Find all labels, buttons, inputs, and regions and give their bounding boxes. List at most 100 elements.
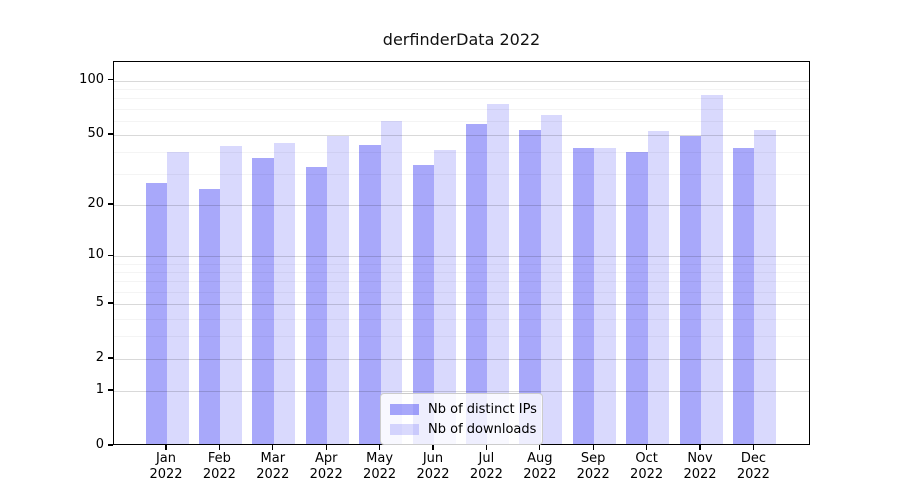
legend-item-distinct-ips: Nb of distinct IPs <box>390 399 537 419</box>
x-tick-month: Jan <box>155 451 177 466</box>
minor-gridline <box>114 263 809 265</box>
bar-distinct-ips-jan <box>145 183 167 444</box>
bar-downloads-jan <box>167 152 189 444</box>
plot-area: Nb of distinct IPs Nb of downloads <box>113 61 810 445</box>
x-tick-year: 2022 <box>523 467 557 482</box>
x-tick-mark <box>378 445 381 450</box>
legend-swatch-downloads <box>390 423 419 435</box>
x-tick-label: Jun 2022 <box>388 451 478 483</box>
minor-gridline <box>114 272 809 274</box>
y-tick-mark <box>108 389 113 391</box>
x-tick-month: May <box>366 451 394 466</box>
bar-distinct-ips-sep <box>572 148 595 444</box>
x-tick-month: Mar <box>260 451 286 466</box>
x-tick-month: Nov <box>687 451 713 466</box>
bar-distinct-ips-nov <box>679 136 701 444</box>
x-tick-month: Jul <box>478 451 495 466</box>
bar-downloads-oct <box>647 131 670 444</box>
bar-downloads-jul <box>487 104 509 444</box>
x-tick-month: Aug <box>527 451 553 466</box>
x-tick-mark <box>539 445 541 450</box>
minor-gridline <box>114 108 809 110</box>
minor-gridline <box>114 120 809 122</box>
minor-gridline <box>114 174 809 176</box>
x-tick-year: 2022 <box>149 467 183 482</box>
y-tick-label: 100 <box>79 71 104 87</box>
x-tick-month: Sep <box>580 451 606 466</box>
bar-downloads-sep <box>594 148 616 444</box>
major-gridline <box>114 256 809 258</box>
x-tick-label: Sep 2022 <box>548 451 638 483</box>
minor-gridline <box>114 152 809 154</box>
y-tick-mark <box>108 203 113 205</box>
bar-downloads-jun <box>434 150 456 444</box>
x-tick-label: Mar 2022 <box>228 451 318 483</box>
x-tick-mark <box>485 445 488 450</box>
x-tick-month: Apr <box>314 451 338 466</box>
y-tick-mark <box>108 133 113 135</box>
minor-gridline <box>114 89 809 90</box>
x-tick-year: 2022 <box>736 467 770 482</box>
x-tick-mark <box>592 445 594 450</box>
x-tick-mark <box>699 445 701 450</box>
x-tick-year: 2022 <box>202 467 236 482</box>
x-tick-year: 2022 <box>469 467 503 482</box>
x-tick-mark <box>645 445 648 450</box>
major-gridline <box>114 134 809 136</box>
x-tick-year: 2022 <box>683 467 717 482</box>
x-tick-year: 2022 <box>576 467 610 482</box>
legend-label: Nb of downloads <box>428 421 537 437</box>
bar-distinct-ips-may <box>359 144 381 444</box>
x-tick-year: 2022 <box>309 467 343 482</box>
bar-downloads-aug <box>540 114 563 444</box>
minor-gridline <box>114 98 809 100</box>
y-tick-mark <box>108 302 113 304</box>
bar-distinct-ips-dec <box>732 148 755 444</box>
x-tick-mark <box>272 445 274 450</box>
y-tick-mark <box>108 79 113 81</box>
bar-downloads-mar <box>273 142 296 444</box>
bar-distinct-ips-apr <box>305 167 328 444</box>
y-tick-mark <box>108 357 113 359</box>
x-tick-month: Dec <box>740 451 766 466</box>
bar-distinct-ips-oct <box>626 152 648 444</box>
bar-downloads-nov <box>701 95 723 444</box>
legend-swatch-distinct-ips <box>390 403 419 415</box>
x-tick-month: Jun <box>422 451 444 466</box>
bar-distinct-ips-jun <box>412 164 434 444</box>
y-tick-label: 1 <box>95 382 104 398</box>
x-tick-label: Aug 2022 <box>495 451 585 483</box>
bar-downloads-may <box>380 121 403 444</box>
chart-title: derfinderData 2022 <box>382 30 541 49</box>
x-tick-label: Dec 2022 <box>708 451 798 483</box>
x-tick-label: Jan 2022 <box>121 451 211 483</box>
y-tick-label: 10 <box>87 247 104 263</box>
bar-distinct-ips-jul <box>465 124 488 444</box>
y-tick-mark <box>108 444 113 446</box>
x-tick-label: May 2022 <box>335 451 425 483</box>
y-tick-label: 2 <box>95 350 104 366</box>
x-tick-month: Feb <box>207 451 231 466</box>
y-tick-label: 5 <box>95 295 104 311</box>
major-gridline <box>114 205 809 207</box>
x-tick-mark <box>165 445 167 450</box>
y-tick-mark <box>108 254 113 256</box>
legend-label: Nb of distinct IPs <box>428 401 537 417</box>
x-tick-mark <box>752 445 755 450</box>
bar-downloads-feb <box>220 146 242 444</box>
major-gridline <box>114 304 809 306</box>
x-tick-mark <box>432 445 434 450</box>
x-tick-year: 2022 <box>256 467 290 482</box>
minor-gridline <box>114 318 809 320</box>
legend: Nb of distinct IPs Nb of downloads <box>380 393 543 445</box>
minor-gridline <box>114 292 809 293</box>
major-gridline <box>114 391 809 393</box>
x-tick-mark <box>325 445 327 450</box>
x-tick-year: 2022 <box>416 467 450 482</box>
major-gridline <box>114 359 809 361</box>
bar-distinct-ips-feb <box>198 189 221 444</box>
x-tick-year: 2022 <box>630 467 664 482</box>
bar-distinct-ips-aug <box>519 129 541 444</box>
x-tick-label: Feb 2022 <box>174 451 264 483</box>
